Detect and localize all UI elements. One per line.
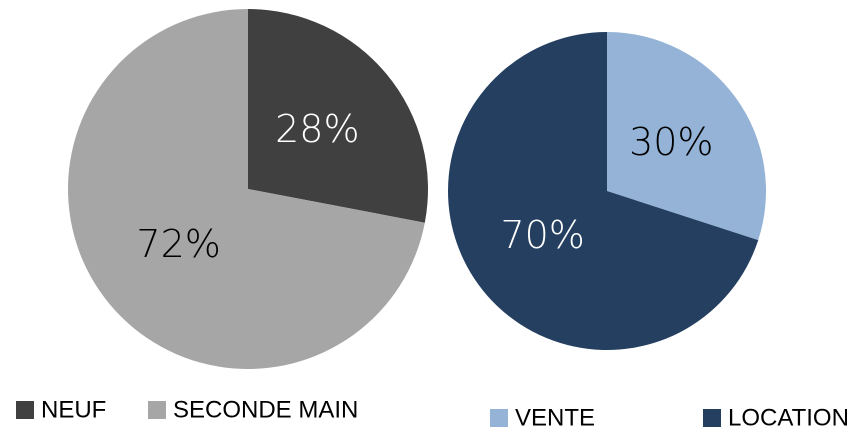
- pie-slice: [67, 9, 425, 369]
- legend-swatch: [490, 409, 508, 427]
- legend-swatch: [16, 401, 34, 419]
- legend-swatch: [148, 401, 166, 419]
- data-label: 70%: [500, 213, 584, 257]
- data-label: 72%: [136, 222, 220, 266]
- data-label: 30%: [629, 120, 713, 164]
- legend-label: LOCATION: [728, 404, 849, 431]
- pie-slice: [447, 32, 759, 350]
- data-label: 28%: [275, 107, 359, 151]
- legend-label: SECONDE MAIN: [173, 396, 358, 423]
- pie-slice: [248, 9, 428, 223]
- legend-label: NEUF: [41, 396, 106, 423]
- legend-label: VENTE: [515, 404, 595, 431]
- legend-swatch: [703, 409, 721, 427]
- pie-slice: [607, 32, 766, 241]
